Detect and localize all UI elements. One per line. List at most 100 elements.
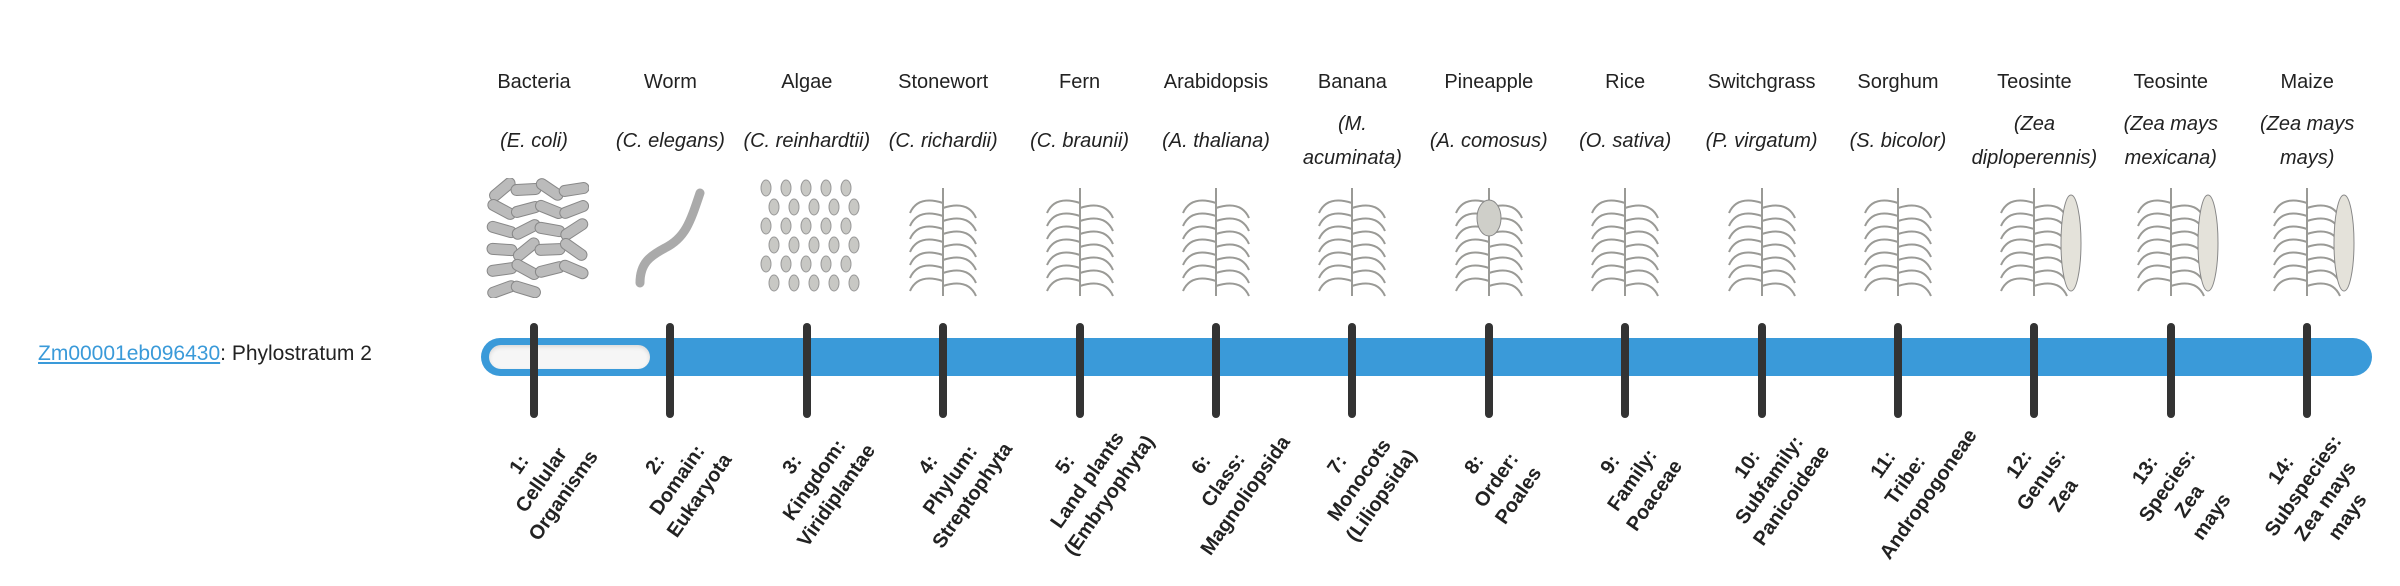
pineapple-image	[1454, 188, 1523, 297]
organism-name: Teosinte	[2133, 71, 2209, 93]
phylostratum-fill	[489, 345, 651, 369]
organism-column: Fern (C. braunii)	[1012, 60, 1148, 298]
stratum-label: 7: Monocots (Liliopsida)	[1284, 396, 1436, 565]
stratum-tick	[2030, 323, 2039, 418]
stratum-tick	[1348, 323, 1357, 418]
organism-column: Maize (Zea mays mays)	[2239, 60, 2375, 298]
sorghum-image	[1864, 188, 1932, 297]
organism-column: Worm (C. elegans)	[602, 60, 738, 298]
organism-species: (C. reinhardtii)	[739, 104, 875, 178]
species-text: (Zea diploperennis)	[1971, 113, 2098, 169]
stratum-label: 1: Cellular Organisms	[466, 396, 618, 565]
organism-species: (C. elegans)	[602, 104, 738, 178]
organism-species: (P. virgatum)	[1694, 104, 1830, 178]
organism-column: Rice (O. sativa)	[1557, 60, 1693, 298]
banana-image	[1318, 188, 1387, 297]
organism-name: Algae	[781, 71, 833, 93]
gene-label: Zm00001eb096430: Phylostratum 2	[38, 342, 372, 366]
organism-species: (Zea mays mexicana)	[2103, 104, 2239, 178]
stratum-label: 14: Subspecies: Zea mays mays	[2228, 402, 2400, 586]
phylostratum-text: : Phylostratum 2	[220, 342, 372, 365]
organism-name: Fern	[1059, 71, 1101, 93]
stratum-tick	[1075, 323, 1084, 418]
organism-column: Stonewort (C. richardii)	[875, 60, 1011, 298]
stonewort-image	[909, 188, 978, 297]
species-text: (C. reinhardtii)	[743, 130, 871, 152]
organism-column: Bacteria (E. coli)	[466, 60, 602, 298]
organism-species: (C. braunii)	[1012, 104, 1148, 178]
teosinte-mexicana-image	[2136, 188, 2219, 297]
stratum-label: 9: Family: Poaceae	[1557, 396, 1709, 565]
stratum-label: 6: Class: Magnoliopsida	[1148, 396, 1300, 565]
species-text: (C. richardii)	[888, 130, 998, 152]
species-text: (Zea mays mays)	[2259, 113, 2355, 169]
stratum-label: 8: Order: Poales	[1421, 396, 1573, 565]
stratum-tick	[802, 323, 811, 418]
stratum-label: 12: Genus: Zea	[1966, 396, 2118, 565]
species-text: (A. comosus)	[1429, 130, 1548, 152]
organism-column: Algae (C. reinhardtii)	[739, 60, 875, 298]
organism-name: Maize	[2280, 71, 2334, 93]
rice-image	[1591, 188, 1660, 297]
organism-species: (M. acuminata)	[1284, 104, 1420, 178]
species-text: (E. coli)	[500, 130, 568, 152]
organism-column: Banana (M. acuminata)	[1284, 60, 1420, 298]
species-text: (C. braunii)	[1030, 130, 1130, 152]
gene-id-link[interactable]: Zm00001eb096430	[38, 342, 221, 365]
stratum-tick	[530, 323, 538, 418]
species-text: (M. acuminata)	[1302, 113, 1402, 169]
organism-species: (Zea diploperennis)	[1966, 104, 2102, 178]
stratum-tick	[939, 323, 948, 418]
stratum-label: 11: Tribe: Andropogoneae	[1830, 396, 1982, 565]
teosinte-image	[2000, 188, 2082, 297]
stratum-tick	[1484, 323, 1493, 418]
stratum-tick	[2303, 323, 2312, 418]
species-text: (A. thaliana)	[1162, 130, 1270, 152]
organism-name: Stonewort	[898, 71, 989, 93]
organism-species: (A. thaliana)	[1148, 104, 1284, 178]
stratum-tick	[1757, 323, 1766, 418]
arabidopsis-image	[1182, 188, 1250, 297]
organism-species: (E. coli)	[466, 104, 602, 178]
maize-image	[2273, 188, 2355, 297]
species-text: (Zea mays mexicana)	[2123, 113, 2219, 169]
worm-image	[635, 188, 705, 288]
species-text: (P. virgatum)	[1705, 130, 1818, 152]
organism-name: Switchgrass	[1707, 71, 1816, 93]
stratum-label: 10: Subfamily: Panicoideae	[1693, 396, 1845, 565]
stratum-label: 2: Domain: Eukaryota	[602, 396, 754, 565]
organism-name: Teosinte	[1997, 71, 2072, 93]
organism-species: (A. comosus)	[1421, 104, 1557, 178]
fern-image	[1045, 188, 1114, 297]
organism-name: Rice	[1605, 71, 1646, 93]
stratum-tick	[666, 323, 675, 418]
switchgrass-image	[1727, 188, 1796, 297]
stratum-tick	[1621, 323, 1630, 418]
bacteria-image	[486, 178, 589, 298]
organism-column: Teosinte (Zea mays mexicana)	[2103, 60, 2239, 298]
algae-image	[760, 179, 860, 292]
organism-column: Arabidopsis (A. thaliana)	[1148, 60, 1284, 298]
organism-name: Pineapple	[1444, 71, 1534, 93]
phylostratum-bar	[481, 338, 2372, 376]
organism-species: (Zea mays mays)	[2239, 104, 2375, 178]
organism-name: Bacteria	[497, 71, 571, 93]
stratum-tick	[1212, 323, 1220, 418]
species-text: (S. bicolor)	[1849, 130, 1947, 152]
organism-name: Banana	[1317, 71, 1387, 93]
organism-species: (O. sativa)	[1557, 104, 1693, 178]
species-text: (C. elegans)	[615, 130, 725, 152]
stratum-label: 13: Species: Zea mays	[2092, 402, 2267, 586]
organism-name: Worm	[643, 71, 697, 93]
stratum-label: 4: Phylum: Streptophyta	[875, 396, 1027, 565]
organism-column: Sorghum (S. bicolor)	[1830, 60, 1966, 298]
stratum-label: 3: Kingdom: Viridiplantae	[739, 396, 891, 565]
stratum-tick	[2166, 323, 2175, 418]
species-text: (O. sativa)	[1579, 130, 1672, 152]
organism-name: Arabidopsis	[1163, 71, 1269, 93]
stratum-label: 5: Land plants (Embryophyta)	[1011, 396, 1163, 565]
organism-column: Switchgrass (P. virgatum)	[1694, 60, 1830, 298]
organism-column: Pineapple (A. comosus)	[1421, 60, 1557, 298]
organism-name: Sorghum	[1857, 71, 1939, 93]
stratum-tick	[1894, 323, 1902, 418]
